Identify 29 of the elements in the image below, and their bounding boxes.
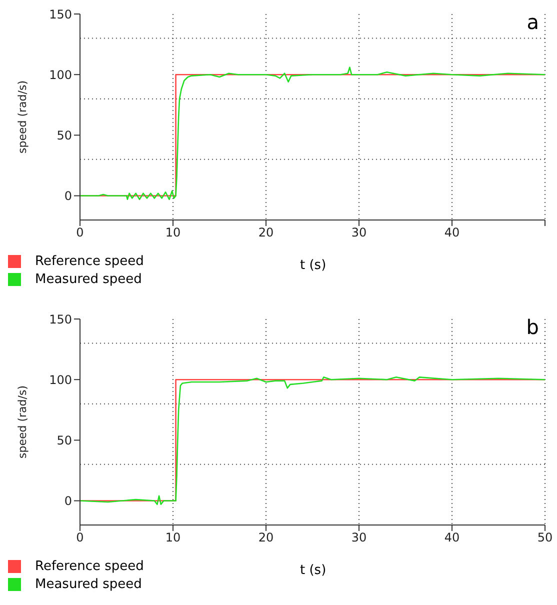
annotation: a xyxy=(526,10,539,34)
x-tick-label: 0 xyxy=(76,530,84,545)
legend-label: Reference speed xyxy=(35,558,144,574)
y-axis-title: speed (rad/s) xyxy=(16,386,29,458)
x-tick-label: 40 xyxy=(444,226,460,240)
annotation: b xyxy=(526,315,539,339)
y-tick-label: 0 xyxy=(64,189,72,204)
y-tick-label: 50 xyxy=(56,433,72,448)
y-tick-label: 50 xyxy=(56,128,72,142)
legend-label: Reference speed xyxy=(35,254,144,268)
x-tick-label: 40 xyxy=(444,530,460,545)
x-tick-label: 30 xyxy=(351,226,367,240)
y-tick-label: 100 xyxy=(49,372,72,387)
x-tick-label: 20 xyxy=(258,530,274,545)
x-tick-label: 30 xyxy=(351,530,367,545)
y-tick-label: 0 xyxy=(64,494,72,508)
y-tick-label: 150 xyxy=(49,7,72,22)
x-tick-label: 10 xyxy=(165,530,181,545)
x-axis-title: t (s) xyxy=(300,563,326,578)
legend-label: Measured speed xyxy=(35,272,142,286)
x-tick-label: 10 xyxy=(165,226,181,240)
y-tick-label: 100 xyxy=(49,68,72,82)
x-axis-title: t (s) xyxy=(300,258,326,273)
y-axis-title: speed (rad/s) xyxy=(16,80,29,154)
legend-label: Measured speed xyxy=(35,576,142,592)
y-tick-label: 150 xyxy=(49,312,72,326)
x-tick-label: 0 xyxy=(76,226,84,240)
x-tick-label: 50 xyxy=(537,530,553,545)
x-tick-label: 20 xyxy=(258,226,274,240)
